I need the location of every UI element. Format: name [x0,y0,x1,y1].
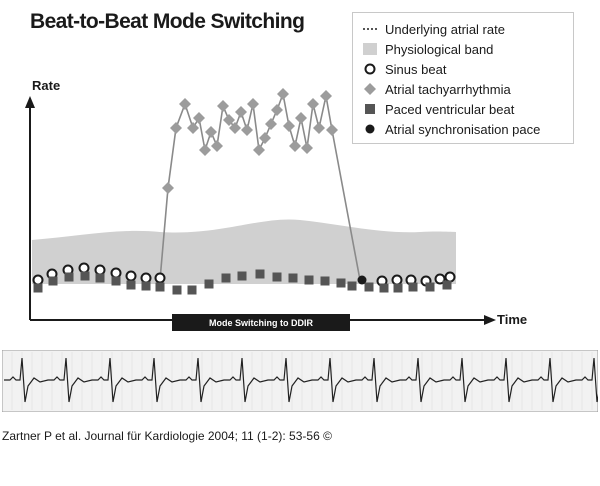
legend-item-atrial-sync-pace: Atrial synchronisation pace [363,119,540,139]
diamond-marker [295,112,307,124]
ecg-trace [4,357,598,403]
diamond-marker [265,118,277,130]
diamond-icon [363,82,377,96]
legend: Underlying atrial rate Physiological ban… [352,12,574,144]
diamond-marker [241,124,253,136]
legend-label: Atrial synchronisation pace [385,121,541,137]
diamond-marker [289,140,301,152]
legend-item-underlying-rate: Underlying atrial rate [363,19,505,39]
sinus-beat-marker [154,272,166,284]
x-axis-arrow [484,315,496,325]
diamond-marker [162,182,174,194]
paced-beat-marker [379,283,389,293]
diamond-marker [187,122,199,134]
paced-beat-marker [221,273,231,283]
open-circle-icon [363,62,377,76]
diamond-marker [313,122,325,134]
diamond-marker [320,90,332,102]
paced-beat-marker [172,285,182,295]
legend-item-physiological-band: Physiological band [363,39,493,59]
legend-label: Underlying atrial rate [385,21,505,37]
square-icon [363,102,377,116]
sinus-beat-marker [391,274,403,286]
diamond-marker [205,126,217,138]
diamond-marker [283,120,295,132]
diamond-marker [277,88,289,100]
mode-switching-bar: Mode Switching to DDIR [172,314,350,331]
legend-label: Paced ventricular beat [385,101,515,117]
paced-beat-marker [272,272,282,282]
y-axis-label: Rate [32,78,61,93]
mode-switching-label: Mode Switching to DDIR [209,317,313,328]
filled-circle-icon [363,122,377,136]
y-axis-arrow [25,96,35,108]
paced-beat-marker [204,279,214,289]
sinus-beat-marker [434,273,446,285]
diamond-marker [259,132,271,144]
sinus-beat-marker [94,264,106,276]
paced-beat-marker [364,282,374,292]
paced-beat-marker [141,281,151,291]
sinus-beat-marker [32,274,44,286]
paced-beat-marker [33,283,43,293]
diamond-marker [326,124,338,136]
paced-beat-marker [408,282,418,292]
sinus-beat-marker [78,262,90,274]
legend-item-paced-ventricular-beat: Paced ventricular beat [363,99,514,119]
diamond-marker [307,98,319,110]
diagram-title: Beat-to-Beat Mode Switching [30,10,305,33]
diamond-marker [193,112,205,124]
physiological-band [32,219,456,284]
diamond-marker [235,106,247,118]
diamond-marker [211,140,223,152]
paced-beat-marker [126,280,136,290]
paced-beat-marker [320,276,330,286]
sinus-beat-marker [444,271,456,283]
paced-beat-marker [80,271,90,281]
sinus-beat-marker [140,272,152,284]
paced-beat-marker [111,276,121,286]
sinus-beat-marker [110,267,122,279]
paced-beat-marker [64,272,74,282]
paced-beat-marker [95,273,105,283]
diamond-marker [170,122,182,134]
paced-beat-marker [255,269,265,279]
diamond-marker [271,104,283,116]
legend-label: Physiological band [385,41,494,57]
diamond-marker [253,144,265,156]
sinus-beat-marker [125,270,137,282]
diamond-marker [217,100,229,112]
diamond-marker [179,98,191,110]
diamond-marker [199,144,211,156]
legend-label: Atrial tachyarrhythmia [385,81,511,97]
paced-beat-marker [288,273,298,283]
paced-beat-marker [155,282,165,292]
dotted-line-icon [363,22,377,36]
paced-beat-marker [442,280,452,290]
diamond-marker [229,122,241,134]
ecg-strip [2,350,598,412]
diamond-marker [301,142,313,154]
diamond-marker [223,114,235,126]
legend-label: Sinus beat [385,61,447,77]
paced-beat-marker [336,278,346,288]
paced-beat-marker [48,276,58,286]
band-swatch-icon [363,42,377,56]
paced-beat-marker [304,275,314,285]
citation-caption: Zartner P et al. Journal für Kardiologie… [2,429,332,443]
paced-beat-marker [237,271,247,281]
legend-item-atrial-tachyarrhythmia: Atrial tachyarrhythmia [363,79,511,99]
paced-beat-marker [347,281,357,291]
paced-beat-marker [393,283,403,293]
paced-beat-marker [187,285,197,295]
diamond-marker [247,98,259,110]
paced-beat-marker [425,282,435,292]
x-axis-label: Time [497,312,528,327]
atrial-sync-pace-marker [357,275,367,285]
legend-item-sinus-beat: Sinus beat [363,59,446,79]
